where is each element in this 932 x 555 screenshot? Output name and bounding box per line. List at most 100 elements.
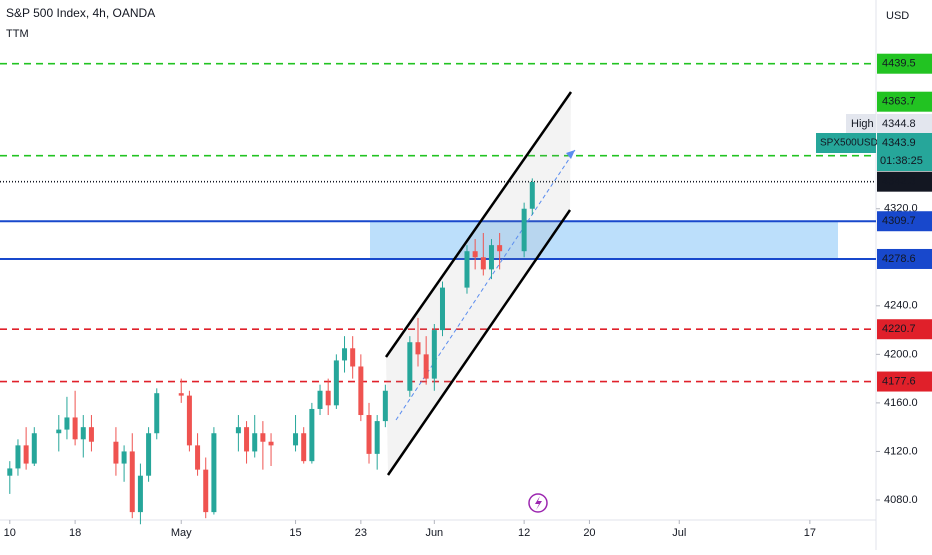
x-tick-label: Jul xyxy=(672,527,686,539)
candle-body xyxy=(407,342,413,391)
candles-layer xyxy=(7,178,535,525)
level-tag-label: 4363.7 xyxy=(882,96,916,108)
high-name-tag xyxy=(846,114,876,134)
level-tag xyxy=(877,91,932,112)
level-tag-label: 4439.5 xyxy=(882,58,916,70)
y-tick-label: 4120.0 xyxy=(884,445,918,457)
event-icon[interactable] xyxy=(528,493,548,513)
candle-body xyxy=(72,417,78,440)
channel-lower xyxy=(386,209,572,476)
level-tag xyxy=(877,53,932,74)
event-bolt xyxy=(535,496,542,510)
support-zone xyxy=(370,221,838,259)
candle-body xyxy=(260,433,266,442)
candle-body xyxy=(244,427,250,452)
candle-body xyxy=(374,421,380,454)
candle-body xyxy=(113,441,119,464)
candle-body xyxy=(317,390,323,409)
x-tick-label: 18 xyxy=(69,527,81,539)
candle-body xyxy=(382,390,388,422)
candle-body xyxy=(358,366,364,416)
candle-body xyxy=(195,445,201,470)
candle-body xyxy=(309,408,315,462)
y-tick-label: 4160.0 xyxy=(884,397,918,409)
level-tag xyxy=(877,171,932,192)
channel-layer xyxy=(384,91,576,476)
high-name: High xyxy=(851,118,874,130)
candle-body xyxy=(342,348,348,361)
candle-body xyxy=(464,251,470,288)
levels-layer xyxy=(0,62,876,383)
candle-body xyxy=(80,427,86,440)
candle-body xyxy=(129,451,135,513)
candle-body xyxy=(529,182,535,209)
level-tag xyxy=(877,319,932,340)
candle-body xyxy=(521,208,527,252)
candle-body xyxy=(23,445,29,464)
currency: USD xyxy=(886,10,909,22)
symbol-tag xyxy=(816,133,876,153)
level-tag xyxy=(877,371,932,392)
high-tag xyxy=(877,114,932,134)
candle-body xyxy=(88,427,94,442)
candle-body xyxy=(252,433,258,452)
candle-body xyxy=(146,433,152,476)
x-tick-label: 20 xyxy=(583,527,595,539)
x-tick-label: 17 xyxy=(804,527,816,539)
candle-body xyxy=(333,360,339,406)
last-value: 4343.9 xyxy=(882,137,916,149)
level-tag-label: 4177.6 xyxy=(882,375,916,387)
candle-body xyxy=(211,433,217,513)
candle-body xyxy=(15,445,21,469)
level-tag xyxy=(877,211,932,232)
channel-upper xyxy=(384,91,573,358)
candle-body xyxy=(64,417,70,430)
y-tick-label: 4080.0 xyxy=(884,494,918,506)
zone-layer xyxy=(370,221,838,259)
level-tag-label: 4220.7 xyxy=(882,323,916,335)
x-tick-label: 23 xyxy=(355,527,367,539)
candle-body xyxy=(178,393,184,396)
candle-body xyxy=(235,427,241,434)
candle-body xyxy=(56,429,62,434)
indicator-name: TTM xyxy=(6,28,29,40)
candle-body xyxy=(423,354,429,379)
symbol-name: SPX500USD xyxy=(820,138,878,149)
candle-body xyxy=(488,245,494,270)
last-tag xyxy=(877,133,932,171)
candle-body xyxy=(325,390,331,406)
channel-fill xyxy=(386,92,571,475)
candle-body xyxy=(7,468,13,476)
candle-body xyxy=(137,475,143,513)
candle-body xyxy=(301,433,307,462)
candle-body xyxy=(439,287,445,331)
level-tag-label: 4278.6 xyxy=(882,253,916,265)
high-value: 4344.8 xyxy=(882,118,916,130)
candle-body xyxy=(415,342,421,355)
candle-body xyxy=(203,469,209,513)
level-tag-label: 4309.7 xyxy=(882,215,916,227)
chart-title: S&P 500 Index, 4h, OANDA xyxy=(6,6,155,20)
candle-body xyxy=(431,330,437,379)
x-tick-label: 12 xyxy=(518,527,530,539)
candle-body xyxy=(293,433,299,446)
candle-body xyxy=(350,348,356,367)
x-tick-label: Jun xyxy=(425,527,443,539)
candle-body xyxy=(31,433,37,464)
y-tick-label: 4240.0 xyxy=(884,300,918,312)
candle-body xyxy=(480,257,486,270)
projection-arrow xyxy=(566,150,575,159)
x-tick-label: 15 xyxy=(289,527,301,539)
x-tick-label: May xyxy=(171,527,192,539)
candle-body xyxy=(121,451,127,464)
candle-body xyxy=(366,415,372,454)
projection-line xyxy=(395,149,576,421)
y-tick-label: 4200.0 xyxy=(884,348,918,360)
candle-body xyxy=(268,441,274,446)
x-tick-label: 10 xyxy=(4,527,16,539)
countdown: 01:38:25 xyxy=(880,155,923,167)
candle-body xyxy=(472,251,478,258)
level-tag xyxy=(877,248,932,269)
candle-body xyxy=(497,245,503,252)
